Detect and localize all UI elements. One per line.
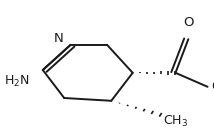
Text: CH$_3$: CH$_3$ bbox=[163, 114, 188, 129]
Text: O: O bbox=[183, 16, 194, 29]
Text: OH: OH bbox=[211, 80, 214, 93]
Text: H$_2$N: H$_2$N bbox=[4, 74, 30, 89]
Text: N: N bbox=[54, 32, 64, 45]
